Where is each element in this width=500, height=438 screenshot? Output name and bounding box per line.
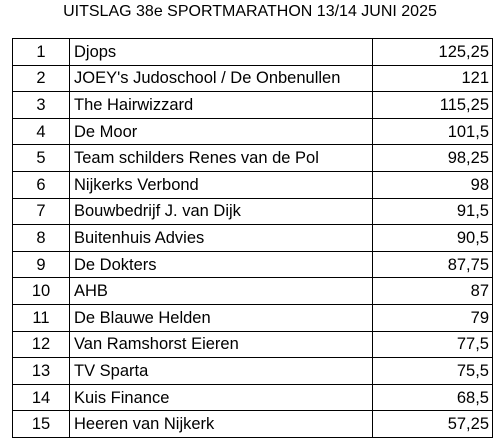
rank-cell: 8 [12,224,70,252]
team-name-cell: JOEY's Judoschool / De Onbenullen [69,64,373,93]
score-cell: 87 [372,277,493,305]
rank-cell: 5 [12,144,70,172]
score-cell: 121 [372,64,493,93]
team-name-cell: De Dokters [69,250,373,279]
score-cell: 68,5 [372,383,493,412]
page-title: UITSLAG 38e SPORTMARATHON 13/14 JUNI 202… [63,3,437,20]
team-name-cell: Team schilders Renes van de Pol [69,144,373,172]
team-name-cell: De Moor [69,117,373,146]
table-row: 4 De Moor 101,5 [12,117,493,146]
table-row: 15 Heeren van Nijkerk 57,25 [12,410,493,438]
team-name-cell: Heeren van Nijkerk [69,410,373,438]
rank-cell: 3 [12,91,70,119]
table-row: 9 De Dokters 87,75 [12,250,493,279]
rank-cell: 10 [12,277,70,305]
rank-cell: 6 [12,170,70,199]
rank-cell: 15 [12,410,70,438]
score-cell: 98 [372,170,493,199]
table-row: 7 Bouwbedrijf J. van Dijk 91,5 [12,197,493,226]
table-row: 12 Van Ramshorst Eieren 77,5 [12,330,493,359]
table-row: 14 Kuis Finance 68,5 [12,383,493,412]
table-row: 5 Team schilders Renes van de Pol 98,25 [12,144,493,172]
table-row: 8 Buitenhuis Advies 90,5 [12,224,493,252]
score-cell: 115,25 [372,91,493,119]
team-name-cell: Buitenhuis Advies [69,224,373,252]
score-cell: 87,75 [372,250,493,279]
score-cell: 90,5 [372,224,493,252]
table-row: 6 Nijkerks Verbond 98 [12,170,493,199]
rank-cell: 14 [12,383,70,412]
table-row: 1 Djops 125,25 [12,38,493,66]
team-name-cell: The Hairwizzard [69,91,373,119]
rank-cell: 4 [12,117,70,146]
score-cell: 57,25 [372,410,493,438]
score-cell: 91,5 [372,197,493,226]
team-name-cell: Djops [69,38,373,66]
team-name-cell: Van Ramshorst Eieren [69,330,373,359]
team-name-cell: AHB [69,277,373,305]
table-row: 10 AHB 87 [12,277,493,305]
table-row: 11 De Blauwe Helden 79 [12,303,493,332]
score-cell: 75,5 [372,357,493,385]
team-name-cell: De Blauwe Helden [69,303,373,332]
rank-cell: 2 [12,64,70,93]
rank-cell: 12 [12,330,70,359]
rank-cell: 13 [12,357,70,385]
table-row: 13 TV Sparta 75,5 [12,357,493,385]
team-name-cell: Nijkerks Verbond [69,170,373,199]
rank-cell: 11 [12,303,70,332]
results-table-body: 1 Djops 125,25 2 JOEY's Judoschool / De Onbe… [12,38,493,438]
table-row: 2 JOEY's Judoschool / De Onbenullen 121 [12,64,493,93]
table-row: 3 The Hairwizzard 115,25 [12,91,493,119]
rank-cell: 1 [12,38,70,66]
team-name-cell: Bouwbedrijf J. van Dijk [69,197,373,226]
score-cell: 125,25 [372,38,493,66]
team-name-cell: TV Sparta [69,357,373,385]
score-cell: 79 [372,303,493,332]
rank-cell: 9 [12,250,70,279]
results-table: 1 Djops 125,25 2 JOEY's Judoschool / De Onbe… [12,38,493,438]
rank-cell: 7 [12,197,70,226]
score-cell: 77,5 [372,330,493,359]
team-name-cell: Kuis Finance [69,383,373,412]
score-cell: 101,5 [372,117,493,146]
score-cell: 98,25 [372,144,493,172]
